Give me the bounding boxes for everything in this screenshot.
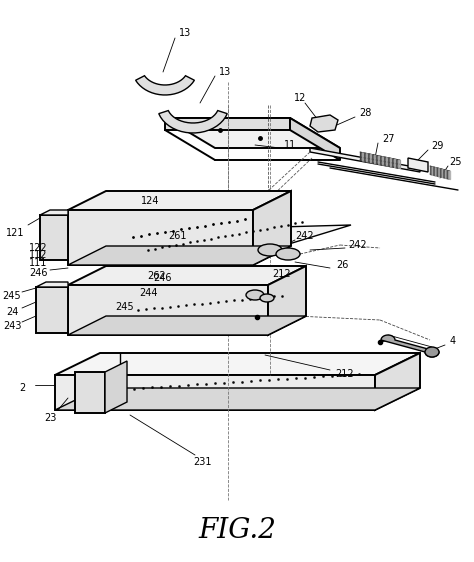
Polygon shape — [408, 158, 428, 172]
Polygon shape — [68, 316, 306, 335]
Polygon shape — [375, 353, 420, 410]
Polygon shape — [68, 246, 291, 265]
Text: 231: 231 — [193, 457, 211, 467]
Text: 246: 246 — [153, 273, 171, 283]
Polygon shape — [55, 388, 420, 410]
Polygon shape — [290, 118, 340, 160]
Text: 26: 26 — [336, 260, 348, 270]
Text: 242: 242 — [296, 231, 314, 241]
Text: 12: 12 — [294, 93, 306, 103]
Text: 28: 28 — [359, 108, 371, 118]
Polygon shape — [40, 215, 68, 260]
Text: 23: 23 — [44, 413, 56, 423]
Polygon shape — [133, 225, 351, 255]
Text: 112: 112 — [29, 250, 47, 260]
Polygon shape — [55, 353, 420, 375]
Polygon shape — [40, 210, 68, 215]
Text: 24: 24 — [6, 307, 18, 317]
Ellipse shape — [258, 244, 282, 256]
Text: 261: 261 — [168, 231, 186, 241]
Ellipse shape — [425, 347, 439, 357]
Polygon shape — [136, 76, 194, 95]
Polygon shape — [75, 372, 105, 413]
Text: 122: 122 — [29, 243, 47, 253]
Polygon shape — [68, 285, 268, 335]
Text: 11: 11 — [284, 140, 296, 150]
Polygon shape — [253, 191, 291, 265]
Polygon shape — [165, 118, 290, 130]
Polygon shape — [381, 335, 439, 357]
Text: 111: 111 — [29, 258, 47, 268]
Polygon shape — [68, 266, 306, 285]
Polygon shape — [68, 191, 291, 210]
Text: 29: 29 — [431, 141, 443, 151]
Polygon shape — [55, 375, 375, 410]
Polygon shape — [36, 287, 68, 333]
Text: 13: 13 — [219, 67, 231, 77]
Text: 2: 2 — [19, 383, 25, 393]
Ellipse shape — [246, 290, 264, 300]
Text: 243: 243 — [3, 321, 21, 331]
Text: 4: 4 — [450, 336, 456, 346]
Text: 262: 262 — [148, 271, 166, 281]
Text: 212: 212 — [336, 369, 355, 379]
Polygon shape — [268, 266, 306, 335]
Text: 121: 121 — [6, 228, 24, 238]
Polygon shape — [68, 210, 253, 265]
Text: 13: 13 — [179, 28, 191, 38]
Polygon shape — [165, 118, 340, 148]
Ellipse shape — [260, 294, 274, 302]
Text: 245: 245 — [3, 291, 21, 301]
Polygon shape — [310, 148, 420, 172]
Text: 246: 246 — [29, 268, 47, 278]
Text: 27: 27 — [382, 134, 394, 144]
Text: 124: 124 — [141, 196, 159, 206]
Polygon shape — [310, 115, 338, 132]
Text: 245: 245 — [116, 302, 134, 312]
Polygon shape — [105, 361, 127, 413]
Polygon shape — [36, 282, 68, 287]
Polygon shape — [159, 111, 227, 133]
Text: 212: 212 — [273, 269, 292, 279]
Text: 25: 25 — [449, 157, 461, 167]
Text: 244: 244 — [139, 288, 157, 298]
Ellipse shape — [276, 248, 300, 260]
Text: FIG.2: FIG.2 — [198, 516, 276, 543]
Text: 242: 242 — [349, 240, 367, 250]
